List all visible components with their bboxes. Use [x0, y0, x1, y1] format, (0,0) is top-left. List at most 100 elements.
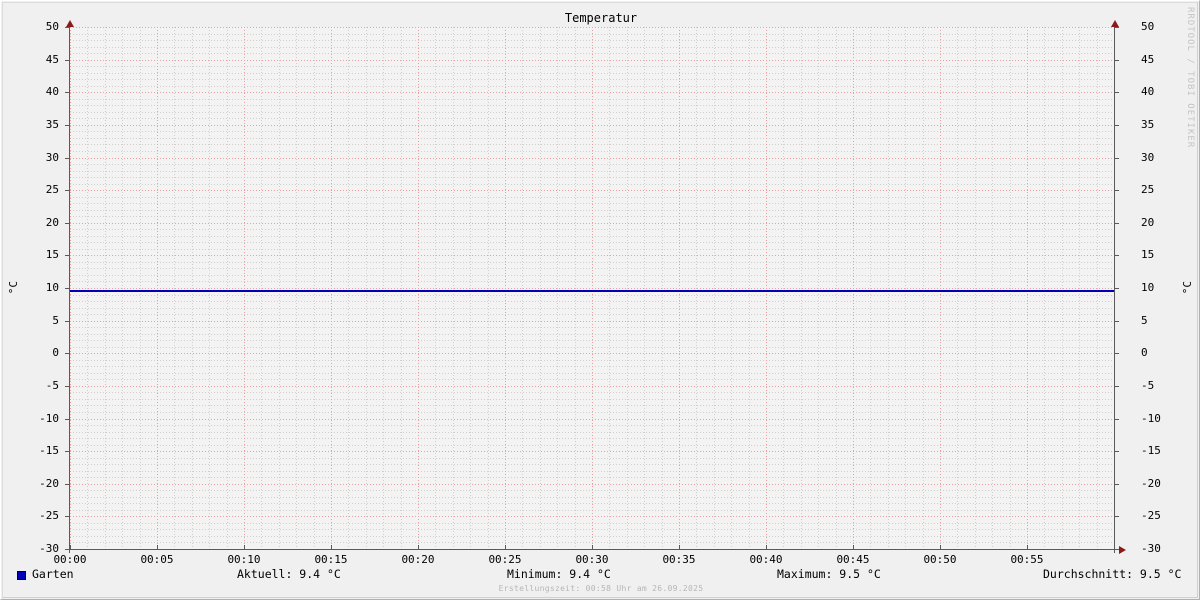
x-axis-tick-mark: [505, 545, 506, 550]
y-axis-tick-mark: [65, 222, 69, 224]
y-axis-right-line: [1114, 23, 1115, 553]
y-axis-tick-mark: [1115, 385, 1119, 387]
y-axis-tick-label: 10: [45, 281, 59, 294]
y-axis-tick-label: -15: [1141, 444, 1161, 458]
gridline-vertical-major: [592, 27, 593, 549]
y-axis-unit-right: °C: [1181, 281, 1194, 295]
y-axis-tick-mark: [65, 190, 69, 192]
creation-timestamp: Erstellungszeit: 00:58 Uhr am 26.09.2025: [498, 584, 704, 593]
y-axis-tick-mark: [65, 27, 69, 28]
gridline-vertical-minor: [296, 27, 298, 549]
y-axis-tick-label: 25: [1141, 183, 1155, 197]
gridline-vertical-minor: [557, 27, 559, 549]
y-axis-tick-mark: [1115, 483, 1119, 485]
gridline-vertical-minor: [87, 27, 89, 549]
gridline-vertical-minor: [400, 27, 402, 549]
y-axis-tick-label: 5: [52, 313, 59, 327]
gridline-vertical-minor: [957, 27, 959, 549]
gridline-vertical-minor: [748, 27, 750, 549]
gridline-vertical-minor: [1079, 27, 1081, 549]
x-axis-tick-mark: [853, 545, 854, 550]
x-axis-tick-mark: [331, 545, 332, 550]
y-axis-tick-label: 40: [1141, 85, 1155, 99]
stat-aktuell: Aktuell: 9.4 °C: [237, 567, 341, 581]
y-axis-tick-label: -5: [45, 378, 59, 392]
gridline-vertical-minor: [104, 27, 106, 549]
gridline-vertical-minor: [922, 27, 924, 549]
x-axis-tick-label: 00:10: [227, 553, 261, 566]
gridline-vertical-major: [70, 27, 71, 549]
x-axis-tick-label: 00:00: [53, 553, 87, 566]
gridline-vertical-minor: [122, 27, 124, 549]
gridline-vertical-minor: [539, 27, 541, 549]
plot-area: [70, 27, 1114, 549]
gridline-vertical-minor: [783, 27, 785, 549]
y-axis-tick-mark: [1115, 190, 1119, 192]
gridline-vertical-minor: [905, 27, 907, 549]
x-axis-tick-label: 00:55: [1010, 553, 1044, 566]
x-axis-tick-mark: [766, 545, 767, 550]
gridline-vertical-minor: [470, 27, 472, 549]
gridline-vertical-major: [157, 27, 158, 549]
gridline-vertical-minor: [731, 27, 733, 549]
x-axis-tick-label: 00:30: [575, 553, 609, 566]
y-axis-tick-label: 45: [1141, 52, 1155, 66]
y-axis-tick-mark: [1115, 353, 1119, 355]
y-axis-tick-label: 30: [45, 150, 59, 164]
gridline-vertical-minor: [261, 27, 263, 549]
y-axis-tick-mark: [65, 385, 69, 387]
x-axis-tick-label: 00:50: [923, 553, 957, 566]
y-axis-left-line: [69, 23, 70, 553]
x-axis-tick-label: 00:05: [140, 553, 174, 566]
y-axis-tick-mark: [65, 124, 69, 126]
y-axis-tick-label: 45: [45, 52, 59, 66]
gridline-vertical-major: [940, 27, 941, 549]
y-axis-tick-label: -30: [1141, 542, 1161, 555]
x-axis-arrow-icon: [1119, 546, 1126, 554]
gridline-vertical-major: [1027, 27, 1028, 549]
stat-minimum: Minimum: 9.4 °C: [507, 567, 611, 581]
gridline-vertical-minor: [365, 27, 367, 549]
y-axis-tick-label: -10: [39, 411, 59, 425]
x-axis-tick-mark: [592, 545, 593, 550]
y-axis-tick-mark: [1115, 516, 1119, 518]
y-axis-tick-mark: [65, 92, 69, 94]
y-axis-tick-mark: [65, 320, 69, 322]
legend-series-name: Garten: [32, 567, 74, 581]
y-axis-tick-label: 0: [1141, 346, 1148, 360]
y-axis-tick-label: 40: [45, 85, 59, 99]
y-axis-tick-mark: [65, 418, 69, 420]
x-axis-tick-mark: [940, 545, 941, 550]
y-axis-tick-label: -25: [1141, 509, 1161, 523]
gridline-vertical-minor: [992, 27, 994, 549]
y-axis-tick-label: 5: [1141, 313, 1148, 327]
y-axis-tick-label: -15: [39, 444, 59, 458]
y-axis-tick-mark: [65, 59, 69, 61]
y-axis-tick-label: -20: [1141, 476, 1161, 490]
y-axis-tick-mark: [65, 451, 69, 453]
gridline-vertical-major: [244, 27, 245, 549]
x-axis-tick-label: 00:35: [662, 553, 696, 566]
gridline-vertical-minor: [661, 27, 663, 549]
x-axis-tick-mark: [418, 545, 419, 550]
gridline-vertical-minor: [1061, 27, 1063, 549]
data-series-line: [70, 290, 1114, 293]
y-axis-tick-label: 10: [1141, 281, 1155, 294]
x-axis-tick-label: 00:20: [401, 553, 435, 566]
y-axis-tick-label: 35: [1141, 117, 1155, 131]
gridline-vertical-minor: [1009, 27, 1011, 549]
y-axis-tick-label: -10: [1141, 411, 1161, 425]
gridline-vertical-minor: [174, 27, 176, 549]
x-axis-tick-mark: [157, 545, 158, 550]
gridline-vertical-minor: [870, 27, 872, 549]
gridline-vertical-minor: [818, 27, 820, 549]
y-axis-tick-mark: [1115, 418, 1119, 420]
y-axis-tick-mark: [65, 288, 69, 289]
y-axis-tick-label: -25: [39, 509, 59, 523]
gridline-vertical-minor: [435, 27, 437, 549]
y-axis-tick-label: -20: [39, 476, 59, 490]
x-axis-tick-label: 00:15: [314, 553, 348, 566]
y-axis-tick-label: 15: [1141, 248, 1155, 262]
y-axis-tick-mark: [1115, 288, 1119, 289]
